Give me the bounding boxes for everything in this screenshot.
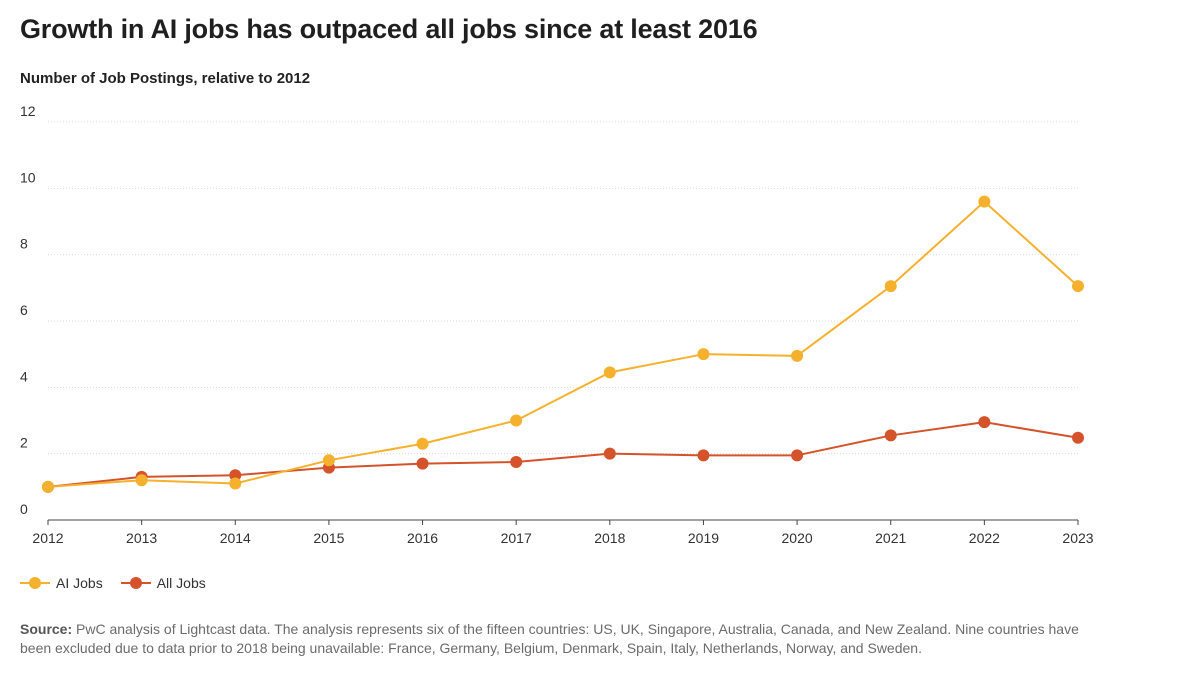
legend-swatch-all-jobs	[120, 576, 151, 590]
x-tick-label-2021: 2021	[875, 530, 906, 546]
data-point-all-jobs-2021[interactable]	[884, 429, 897, 442]
line-chart: 0 2 4 6 8 10 12 2012 2013 2014 2015 2016 2017 2018 201…	[20, 103, 1094, 546]
legend-item-ai-jobs[interactable]: AI Jobs	[20, 575, 103, 591]
data-point-ai-jobs-2020[interactable]	[791, 349, 804, 362]
data-point-all-jobs-2020[interactable]	[791, 449, 804, 462]
x-tick-label-2019: 2019	[688, 530, 719, 546]
x-tick-label-2023: 2023	[1062, 530, 1093, 546]
data-point-ai-jobs-2018[interactable]	[603, 366, 616, 379]
x-tick-label-2020: 2020	[782, 530, 813, 546]
series-line-ai-jobs	[47, 200, 1079, 488]
data-point-ai-jobs-2013[interactable]	[135, 474, 148, 487]
series-lines	[47, 200, 1079, 488]
data-point-all-jobs-2016[interactable]	[416, 457, 429, 470]
data-point-all-jobs-2019[interactable]	[697, 449, 710, 462]
data-point-all-jobs-2018[interactable]	[603, 447, 616, 460]
data-point-ai-jobs-2012[interactable]	[42, 480, 54, 493]
data-point-ai-jobs-2023[interactable]	[1072, 280, 1084, 293]
x-tick-label-2012: 2012	[32, 530, 63, 546]
data-point-all-jobs-2014[interactable]	[229, 469, 242, 482]
legend: AI Jobs All Jobs	[20, 575, 224, 591]
data-point-ai-jobs-2019[interactable]	[697, 348, 710, 361]
legend-label-ai-jobs: AI Jobs	[56, 575, 103, 591]
chart-subtitle: Number of Job Postings, relative to 2012	[20, 70, 311, 87]
data-point-ai-jobs-2017[interactable]	[510, 414, 523, 427]
chart-title: Growth in AI jobs has outpaced all jobs …	[20, 14, 758, 44]
data-point-all-jobs-2022[interactable]	[978, 416, 991, 429]
x-tick-label-2022: 2022	[969, 530, 1000, 546]
legend-label-all-jobs: All Jobs	[156, 575, 206, 591]
source-note: Source: PwC analysis of Lightcast data. …	[20, 620, 1080, 658]
source-label: Source:	[20, 621, 73, 637]
data-point-ai-jobs-2015[interactable]	[322, 454, 335, 467]
x-tick-label-2016: 2016	[407, 530, 438, 546]
data-point-all-jobs-2017[interactable]	[510, 455, 523, 468]
x-tick-label-2015: 2015	[313, 530, 344, 546]
x-tick-label-2014: 2014	[220, 530, 251, 546]
legend-item-all-jobs[interactable]: All Jobs	[120, 575, 206, 591]
y-tick-label-8: 8	[20, 236, 28, 252]
data-point-ai-jobs-2014[interactable]	[229, 477, 242, 490]
y-tick-label-12: 12	[20, 103, 36, 119]
y-tick-label-10: 10	[20, 169, 36, 185]
grid-lines	[48, 121, 1078, 455]
y-tick-label-4: 4	[20, 368, 28, 384]
y-tick-label-2: 2	[20, 435, 28, 451]
data-point-ai-jobs-2021[interactable]	[884, 280, 897, 293]
x-tick-label-2017: 2017	[501, 530, 532, 546]
y-tick-label-0: 0	[20, 501, 28, 517]
data-point-ai-jobs-2022[interactable]	[978, 195, 991, 208]
source-text: PwC analysis of Lightcast data. The anal…	[20, 621, 1079, 656]
axes: 0 2 4 6 8 10 12 2012 2013 2014 2015 2016 2017 2018 201…	[20, 103, 1094, 546]
data-point-ai-jobs-2016[interactable]	[416, 437, 429, 450]
series-line-all-jobs	[47, 421, 1079, 488]
legend-swatch-ai-jobs	[20, 576, 50, 590]
x-tick-label-2013: 2013	[126, 530, 157, 546]
y-tick-label-6: 6	[20, 302, 28, 318]
data-points	[42, 195, 1084, 493]
data-point-all-jobs-2023[interactable]	[1072, 431, 1084, 444]
x-tick-label-2018: 2018	[594, 530, 625, 546]
